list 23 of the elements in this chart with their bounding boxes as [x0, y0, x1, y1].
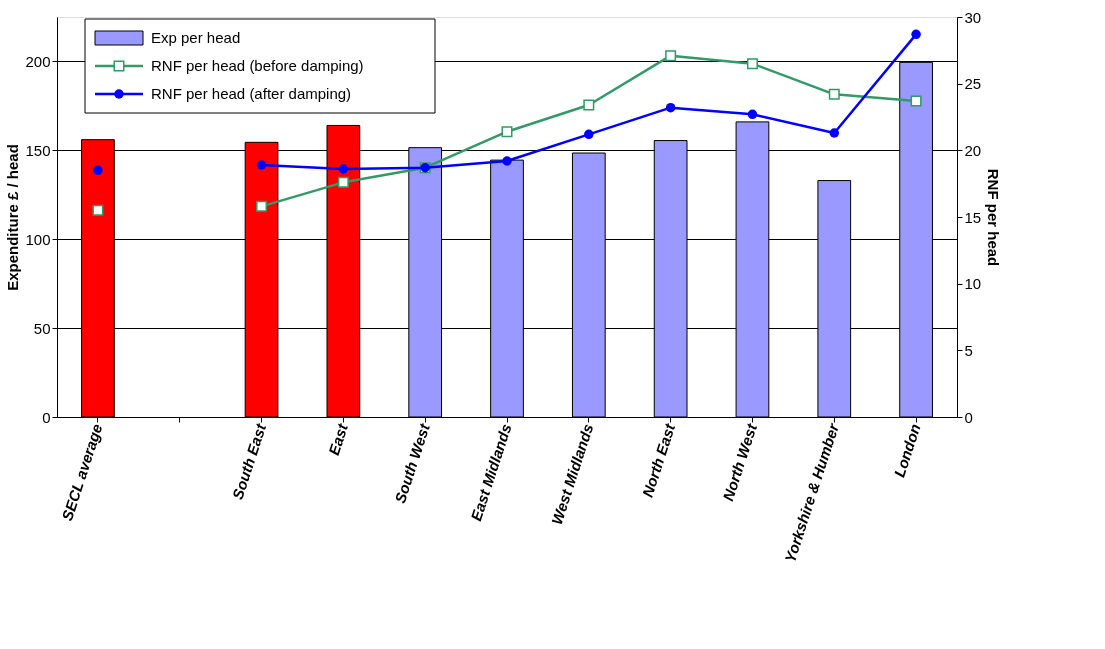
y-axis-title: Expenditure £ / head [4, 144, 22, 291]
legend-label: RNF per head (after damping) [151, 85, 352, 102]
y2-tick-label: 25 [964, 75, 982, 93]
y2-axis-title: RNF per head [985, 168, 1003, 267]
x-tick-label: East [325, 420, 352, 458]
y2-tick-label: 0 [964, 408, 973, 426]
legend-label: RNF per head (before damping) [151, 57, 364, 74]
y2-tick-label: 5 [964, 341, 973, 359]
y2-tick-label: 30 [964, 8, 982, 26]
y2-tick-label: 15 [964, 208, 982, 226]
x-tick-label: South East [228, 420, 270, 502]
y-tick-label: 50 [33, 319, 51, 337]
y-tick-label: 0 [42, 408, 51, 426]
x-tick-label: South West [391, 420, 434, 506]
y2-tick-label: 10 [964, 275, 982, 293]
x-tick-label: North West [719, 420, 761, 503]
y-tick-label: 200 [25, 52, 51, 70]
y2-tick-label: 20 [964, 141, 982, 159]
legend-label: Exp per head [151, 29, 241, 46]
y-tick-label: 100 [25, 230, 51, 248]
x-tick-label: North East [638, 420, 679, 500]
x-tick-label: SECL average [58, 421, 106, 523]
y-tick-label: 150 [25, 141, 51, 159]
